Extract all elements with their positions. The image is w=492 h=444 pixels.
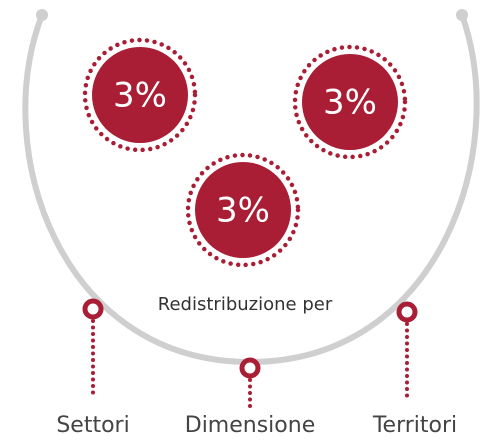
branch-label: Dimensione [185,413,315,438]
node [239,357,261,379]
bubble-label: 3% [113,76,167,116]
bubble-dots [185,152,301,268]
bubble [302,54,398,150]
node [396,301,418,323]
bubble-label: 3% [216,191,270,231]
branch-label: Settori [56,413,129,438]
branches: Settori Dimensione Territori [56,298,457,438]
bubble [195,162,291,258]
bubble-label: 3% [323,83,377,123]
bubble-dots [292,44,408,160]
center-label: Redistribuzione per [158,294,333,315]
arc-end [36,9,48,21]
bubbles: 3% 3% 3% [82,37,408,268]
branch-label: Territori [372,413,457,438]
arc-end [456,9,468,21]
node [82,298,104,320]
bubble [92,47,188,143]
bubble-dots [82,37,198,153]
